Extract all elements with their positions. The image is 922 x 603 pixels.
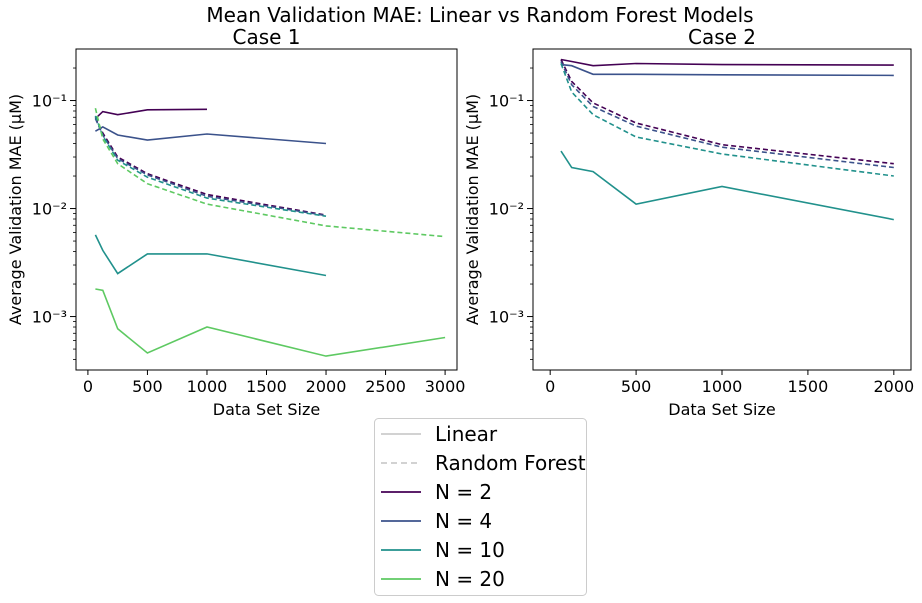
- series-line-n-20-linear: [95, 288, 446, 357]
- x-tick-label: 2000: [873, 377, 914, 396]
- axes-frame: [532, 48, 912, 371]
- chart-panel-1: 0 500 1000 1500 2000 2500 3000 10⁻³ 10⁻² 10⁻¹ Case…: [6, 25, 465, 419]
- legend-label: N = 20: [435, 567, 505, 591]
- legend-frame: [374, 418, 587, 596]
- legend: Linear Random Forest N = 2 N = 4 N = 10 N = 2…: [374, 418, 587, 596]
- y-axis-label: Average Validation MAE (μM): [6, 94, 25, 325]
- series-line-n-2-random-forest: [94, 116, 327, 216]
- series-line-n-4-random-forest: [560, 61, 894, 169]
- legend-label: N = 2: [435, 480, 492, 504]
- x-tick-label: 1500: [788, 377, 829, 396]
- x-tick-label: 0: [545, 377, 555, 396]
- x-tick-label: 1000: [702, 377, 743, 396]
- x-axis-label: Data Set Size: [668, 400, 776, 419]
- y-axis-label: Average Validation MAE (μM): [463, 94, 482, 325]
- x-axis-label: Data Set Size: [213, 400, 321, 419]
- series-line-n-10-linear: [94, 234, 327, 277]
- legend-label: Random Forest: [435, 451, 586, 475]
- x-tick-label: 2500: [365, 377, 406, 396]
- y-tick-label: 10⁻³: [32, 308, 67, 327]
- series-line-n-4-linear: [94, 125, 327, 145]
- figure-title: Mean Validation MAE: Linear vs Random Fo…: [206, 3, 753, 27]
- x-tick-label: 500: [132, 377, 163, 396]
- x-tick-label: 500: [621, 377, 652, 396]
- legend-label: Linear: [435, 422, 498, 446]
- legend-label: N = 10: [435, 538, 505, 562]
- chart-panel-2: 0 500 1000 1500 2000 10⁻³ 10⁻² 10⁻¹ Case 2 Data S…: [463, 25, 914, 419]
- y-tick-label: 10⁻²: [489, 200, 524, 219]
- series-line-n-20-random-forest: [94, 108, 446, 238]
- series-line-n-2-random-forest: [560, 59, 894, 165]
- chart-title: Case 1: [232, 25, 300, 49]
- y-tick-label: 10⁻¹: [32, 92, 67, 111]
- series-line-n-2-linear: [94, 108, 208, 120]
- x-tick-label: 2000: [306, 377, 347, 396]
- x-tick-label: 1500: [246, 377, 287, 396]
- legend-label: N = 4: [435, 509, 492, 533]
- series-line-n-4-linear: [560, 63, 894, 77]
- series-line-n-10-random-forest: [560, 63, 894, 177]
- y-tick-label: 10⁻²: [32, 200, 67, 219]
- series-line-n-4-random-forest: [94, 118, 327, 217]
- y-tick-label: 10⁻³: [489, 308, 524, 327]
- axes-frame: [75, 48, 458, 371]
- y-tick-label: 10⁻¹: [489, 92, 524, 111]
- x-tick-label: 0: [83, 377, 93, 396]
- chart-title: Case 2: [688, 25, 756, 49]
- series-line-n-2-linear: [560, 58, 894, 67]
- x-tick-label: 3000: [425, 377, 466, 396]
- series-line-n-10-linear: [560, 150, 894, 221]
- x-tick-label: 1000: [187, 377, 228, 396]
